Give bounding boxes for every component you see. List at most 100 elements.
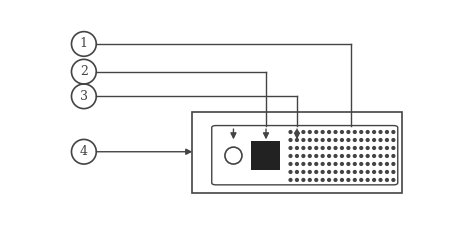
Ellipse shape	[359, 146, 363, 150]
Ellipse shape	[333, 146, 338, 150]
Ellipse shape	[314, 146, 318, 150]
Ellipse shape	[346, 130, 350, 134]
Ellipse shape	[288, 162, 293, 166]
Ellipse shape	[314, 178, 318, 182]
Ellipse shape	[346, 154, 350, 158]
Ellipse shape	[353, 138, 357, 142]
Ellipse shape	[301, 138, 306, 142]
Ellipse shape	[295, 178, 299, 182]
Ellipse shape	[295, 162, 299, 166]
Ellipse shape	[385, 170, 389, 174]
Ellipse shape	[391, 170, 395, 174]
Ellipse shape	[359, 138, 363, 142]
Ellipse shape	[340, 170, 344, 174]
Ellipse shape	[308, 154, 312, 158]
Ellipse shape	[308, 162, 312, 166]
Ellipse shape	[391, 146, 395, 150]
Ellipse shape	[327, 154, 331, 158]
Ellipse shape	[346, 162, 350, 166]
Ellipse shape	[346, 178, 350, 182]
Ellipse shape	[333, 154, 338, 158]
Ellipse shape	[308, 130, 312, 134]
Ellipse shape	[301, 146, 306, 150]
Ellipse shape	[353, 170, 357, 174]
Ellipse shape	[327, 138, 331, 142]
Ellipse shape	[385, 178, 389, 182]
Ellipse shape	[295, 154, 299, 158]
Ellipse shape	[308, 170, 312, 174]
Ellipse shape	[379, 138, 383, 142]
Ellipse shape	[301, 130, 306, 134]
Ellipse shape	[321, 170, 325, 174]
Ellipse shape	[333, 162, 338, 166]
Ellipse shape	[314, 130, 318, 134]
Ellipse shape	[379, 130, 383, 134]
Ellipse shape	[295, 138, 299, 142]
Ellipse shape	[288, 178, 293, 182]
Ellipse shape	[321, 178, 325, 182]
Ellipse shape	[391, 130, 395, 134]
Ellipse shape	[372, 178, 376, 182]
Ellipse shape	[372, 162, 376, 166]
Ellipse shape	[353, 178, 357, 182]
Text: 2: 2	[80, 65, 88, 78]
Ellipse shape	[308, 146, 312, 150]
Ellipse shape	[333, 178, 338, 182]
Ellipse shape	[327, 170, 331, 174]
Ellipse shape	[301, 154, 306, 158]
Ellipse shape	[321, 138, 325, 142]
Ellipse shape	[365, 130, 370, 134]
Ellipse shape	[327, 146, 331, 150]
Text: 4: 4	[80, 145, 88, 158]
Ellipse shape	[340, 138, 344, 142]
Ellipse shape	[359, 154, 363, 158]
Ellipse shape	[379, 162, 383, 166]
Ellipse shape	[359, 170, 363, 174]
Ellipse shape	[385, 154, 389, 158]
Ellipse shape	[314, 138, 318, 142]
Ellipse shape	[365, 154, 370, 158]
Ellipse shape	[365, 138, 370, 142]
Ellipse shape	[372, 146, 376, 150]
Ellipse shape	[301, 178, 306, 182]
Ellipse shape	[288, 170, 293, 174]
Ellipse shape	[327, 162, 331, 166]
Ellipse shape	[340, 162, 344, 166]
Ellipse shape	[295, 130, 299, 134]
Ellipse shape	[288, 146, 293, 150]
Ellipse shape	[353, 154, 357, 158]
Ellipse shape	[321, 146, 325, 150]
Ellipse shape	[340, 154, 344, 158]
Ellipse shape	[346, 170, 350, 174]
Text: 3: 3	[80, 90, 88, 103]
Ellipse shape	[359, 162, 363, 166]
Ellipse shape	[379, 154, 383, 158]
Ellipse shape	[321, 154, 325, 158]
Ellipse shape	[365, 170, 370, 174]
FancyBboxPatch shape	[212, 126, 398, 185]
Ellipse shape	[288, 154, 293, 158]
Ellipse shape	[327, 178, 331, 182]
Ellipse shape	[385, 138, 389, 142]
Ellipse shape	[353, 146, 357, 150]
Ellipse shape	[391, 162, 395, 166]
Ellipse shape	[308, 178, 312, 182]
Ellipse shape	[372, 130, 376, 134]
Ellipse shape	[365, 146, 370, 150]
Ellipse shape	[321, 162, 325, 166]
Ellipse shape	[365, 178, 370, 182]
Ellipse shape	[314, 170, 318, 174]
Ellipse shape	[391, 138, 395, 142]
Ellipse shape	[301, 162, 306, 166]
Ellipse shape	[379, 170, 383, 174]
Ellipse shape	[333, 130, 338, 134]
Bar	[192, 112, 402, 193]
Ellipse shape	[359, 130, 363, 134]
Ellipse shape	[385, 162, 389, 166]
Ellipse shape	[340, 146, 344, 150]
Ellipse shape	[308, 138, 312, 142]
Ellipse shape	[391, 154, 395, 158]
Bar	[251, 141, 280, 170]
Ellipse shape	[365, 162, 370, 166]
Ellipse shape	[333, 170, 338, 174]
